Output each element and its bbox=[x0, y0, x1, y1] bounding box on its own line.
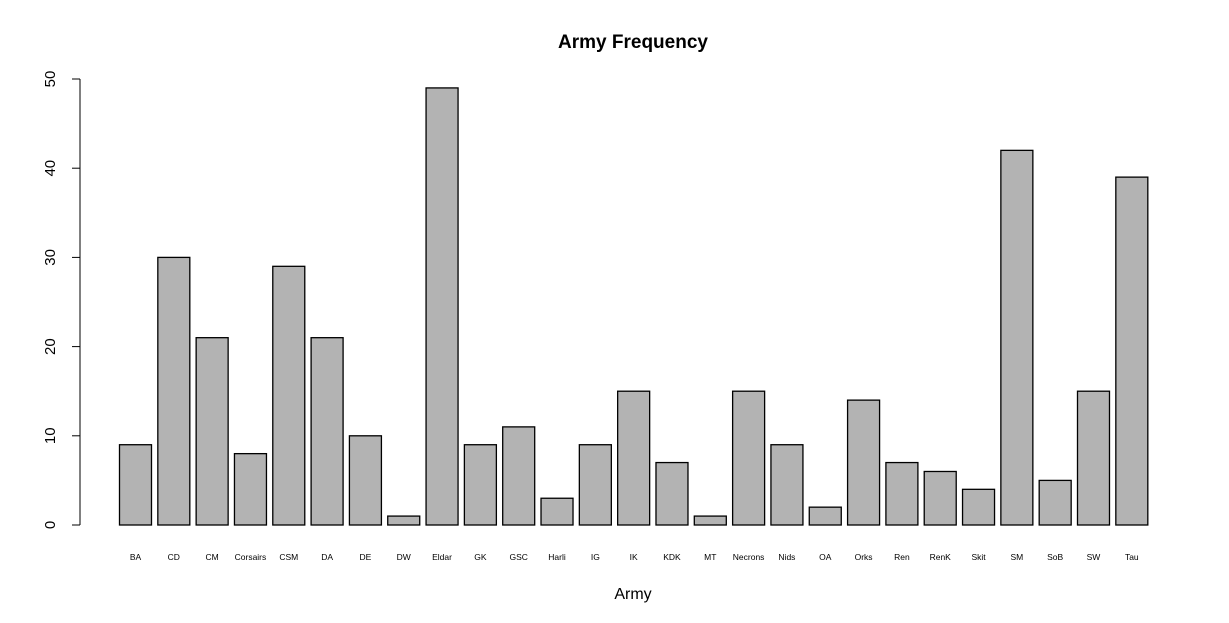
x-tick-label-necrons: Necrons bbox=[733, 552, 765, 562]
bar-skit bbox=[961, 488, 996, 526]
bar-ren bbox=[885, 461, 919, 526]
y-tick-label: 40 bbox=[42, 160, 59, 177]
bar-orks bbox=[846, 399, 881, 526]
x-tick-label-sob: SoB bbox=[1047, 552, 1063, 562]
bar-kdk bbox=[655, 461, 689, 526]
bar-necrons bbox=[731, 390, 766, 526]
bar-oa bbox=[808, 506, 842, 526]
x-tick-label-ren: Ren bbox=[894, 552, 910, 562]
x-tick-label-cd: CD bbox=[168, 552, 180, 562]
x-tick-label-kdk: KDK bbox=[663, 552, 681, 562]
bar-csm bbox=[272, 265, 306, 526]
x-tick-label-sm: SM bbox=[1010, 552, 1023, 562]
x-tick-label-da: DA bbox=[321, 552, 333, 562]
y-tick-label: 10 bbox=[42, 427, 59, 444]
bar-dw bbox=[387, 515, 421, 526]
bars bbox=[118, 87, 1149, 526]
x-tick-label-ik: IK bbox=[630, 552, 638, 562]
x-tick-label-mt: MT bbox=[704, 552, 716, 562]
bar-ig bbox=[578, 444, 612, 526]
x-tick-label-harli: Harli bbox=[548, 552, 566, 562]
x-tick-label-orks: Orks bbox=[855, 552, 873, 562]
y-tick-label: 20 bbox=[42, 338, 59, 355]
y-tick-label: 50 bbox=[42, 71, 59, 88]
x-tick-labels: BA CD CM Corsairs CSM DA DE DW Eldar GK GSC Harli IG… bbox=[130, 552, 1139, 562]
x-tick-label-nids: Nids bbox=[778, 552, 795, 562]
x-tick-label-cm: CM bbox=[206, 552, 219, 562]
x-tick-label-de: DE bbox=[360, 552, 372, 562]
x-tick-label-skit: Skit bbox=[971, 552, 986, 562]
x-tick-label-gsc: GSC bbox=[509, 552, 527, 562]
bar-da bbox=[310, 337, 344, 526]
x-tick-label-csm: CSM bbox=[279, 552, 298, 562]
y-tick-label: 30 bbox=[42, 249, 59, 266]
bar-ik bbox=[617, 390, 651, 526]
bar-harli bbox=[540, 497, 574, 526]
x-tick-label-corsairs: Corsairs bbox=[235, 552, 267, 562]
x-tick-label-eldar: Eldar bbox=[432, 552, 452, 562]
bar-ba bbox=[118, 444, 153, 526]
bar-cd bbox=[157, 256, 191, 526]
x-tick-label-tau: Tau bbox=[1125, 552, 1139, 562]
chart-title: Army Frequency bbox=[558, 32, 708, 53]
x-tick-label-dw: DW bbox=[397, 552, 411, 562]
x-tick-label-oa: OA bbox=[819, 552, 832, 562]
bar-corsairs bbox=[233, 452, 268, 526]
bar-sob bbox=[1038, 479, 1072, 526]
x-tick-label-sw: SW bbox=[1087, 552, 1101, 562]
bar-eldar bbox=[425, 87, 459, 526]
bar-renk bbox=[923, 470, 957, 526]
bar-gsc bbox=[502, 426, 536, 526]
y-axis: 0 10 20 30 40 50 bbox=[42, 71, 81, 529]
bar-gk bbox=[463, 444, 498, 526]
x-tick-label-renk: RenK bbox=[930, 552, 952, 562]
bar-sm bbox=[1000, 149, 1034, 526]
bar-mt bbox=[693, 515, 727, 526]
bar-nids bbox=[770, 444, 804, 526]
x-axis-label: Army bbox=[614, 586, 651, 603]
y-tick-label: 0 bbox=[42, 521, 59, 529]
bar-sw bbox=[1076, 390, 1111, 526]
bar-de bbox=[348, 435, 383, 526]
bar-cm bbox=[195, 337, 229, 526]
x-tick-label-ig: IG bbox=[591, 552, 600, 562]
bar-tau bbox=[1115, 176, 1149, 526]
x-tick-label-gk: GK bbox=[474, 552, 487, 562]
x-tick-label-ba: BA bbox=[130, 552, 142, 562]
